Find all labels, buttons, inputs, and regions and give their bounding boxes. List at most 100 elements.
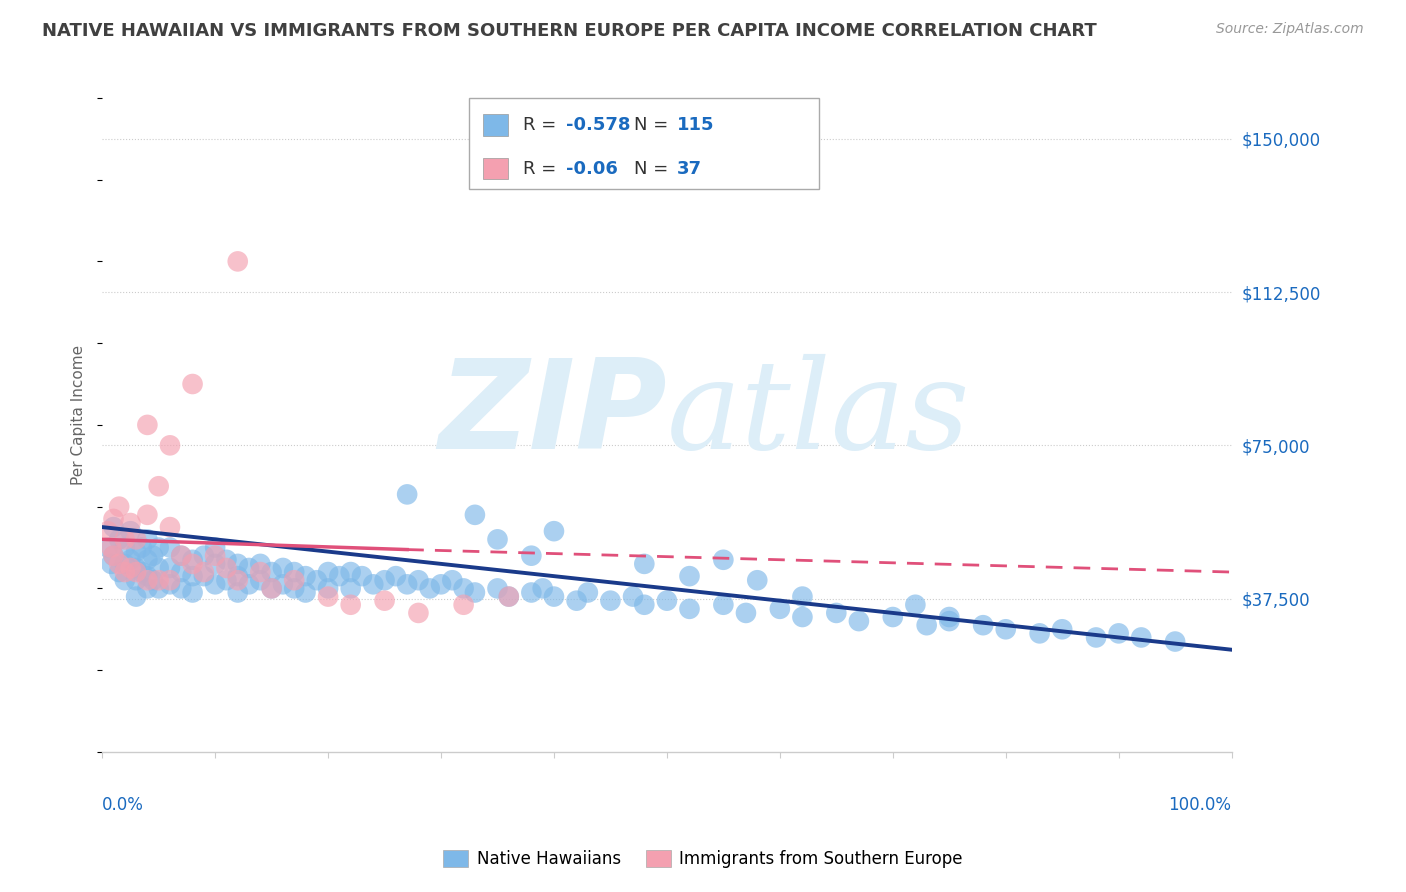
Point — [374, 573, 396, 587]
Point — [882, 610, 904, 624]
Point — [1164, 634, 1187, 648]
Point — [142, 573, 165, 587]
Point — [792, 610, 814, 624]
Point — [100, 557, 122, 571]
Point — [711, 553, 734, 567]
Point — [316, 565, 339, 579]
Point — [498, 590, 520, 604]
Point — [226, 254, 249, 268]
Point — [97, 524, 120, 538]
Point — [170, 549, 193, 563]
Point — [621, 590, 644, 604]
Point — [747, 573, 769, 587]
Point — [125, 590, 148, 604]
Point — [114, 533, 136, 547]
Point — [120, 553, 142, 567]
Text: 37: 37 — [678, 160, 702, 178]
Point — [108, 565, 131, 579]
Point — [204, 541, 226, 555]
Point — [108, 533, 131, 547]
Point — [848, 614, 870, 628]
FancyBboxPatch shape — [482, 158, 508, 179]
Point — [193, 549, 215, 563]
Point — [204, 557, 226, 571]
Point — [148, 573, 170, 587]
Point — [339, 598, 361, 612]
Point — [441, 573, 464, 587]
Y-axis label: Per Capita Income: Per Capita Income — [72, 344, 86, 484]
Point — [114, 565, 136, 579]
Point — [453, 598, 475, 612]
Point — [305, 573, 328, 587]
Point — [396, 577, 419, 591]
Point — [204, 549, 226, 563]
Point — [633, 557, 655, 571]
Point — [1028, 626, 1050, 640]
Point — [408, 573, 430, 587]
Point — [735, 606, 758, 620]
Point — [148, 582, 170, 596]
Text: -0.578: -0.578 — [567, 116, 631, 134]
Point — [543, 524, 565, 538]
Point — [120, 524, 142, 538]
Point — [328, 569, 350, 583]
Point — [316, 590, 339, 604]
Text: N =: N = — [634, 160, 673, 178]
Point — [226, 569, 249, 583]
Point — [131, 565, 153, 579]
Point — [159, 573, 181, 587]
Text: 0.0%: 0.0% — [103, 796, 143, 814]
Point — [825, 606, 848, 620]
Text: ZIP: ZIP — [439, 354, 666, 475]
Point — [125, 565, 148, 579]
Point — [486, 533, 509, 547]
Point — [711, 598, 734, 612]
Point — [678, 569, 700, 583]
Point — [215, 573, 238, 587]
Point — [148, 479, 170, 493]
Point — [1050, 622, 1073, 636]
Text: atlas: atlas — [666, 354, 970, 475]
Point — [136, 553, 159, 567]
Point — [249, 565, 271, 579]
Point — [1108, 626, 1130, 640]
Point — [226, 557, 249, 571]
FancyBboxPatch shape — [482, 114, 508, 136]
Point — [114, 557, 136, 571]
Point — [108, 557, 131, 571]
Text: -0.06: -0.06 — [567, 160, 619, 178]
Point — [148, 561, 170, 575]
Text: R =: R = — [523, 160, 562, 178]
Text: N =: N = — [634, 116, 673, 134]
Point — [576, 585, 599, 599]
Point — [120, 516, 142, 530]
Point — [972, 618, 994, 632]
Point — [769, 602, 792, 616]
Point — [125, 561, 148, 575]
Point — [994, 622, 1017, 636]
Legend: Native Hawaiians, Immigrants from Southern Europe: Native Hawaiians, Immigrants from Southe… — [437, 843, 969, 875]
Point — [159, 438, 181, 452]
Point — [486, 582, 509, 596]
Point — [181, 553, 204, 567]
Text: NATIVE HAWAIIAN VS IMMIGRANTS FROM SOUTHERN EUROPE PER CAPITA INCOME CORRELATION: NATIVE HAWAIIAN VS IMMIGRANTS FROM SOUTH… — [42, 22, 1097, 40]
Point — [565, 593, 588, 607]
Point — [543, 590, 565, 604]
Point — [599, 593, 621, 607]
Point — [226, 585, 249, 599]
Text: Source: ZipAtlas.com: Source: ZipAtlas.com — [1216, 22, 1364, 37]
Point — [103, 512, 125, 526]
Point — [125, 533, 148, 547]
Point — [361, 577, 384, 591]
Point — [114, 573, 136, 587]
Point — [374, 593, 396, 607]
Point — [520, 549, 543, 563]
Point — [170, 582, 193, 596]
Point — [120, 561, 142, 575]
Point — [294, 585, 316, 599]
Point — [938, 614, 960, 628]
Point — [453, 582, 475, 596]
Point — [238, 577, 260, 591]
Point — [396, 487, 419, 501]
Point — [215, 553, 238, 567]
